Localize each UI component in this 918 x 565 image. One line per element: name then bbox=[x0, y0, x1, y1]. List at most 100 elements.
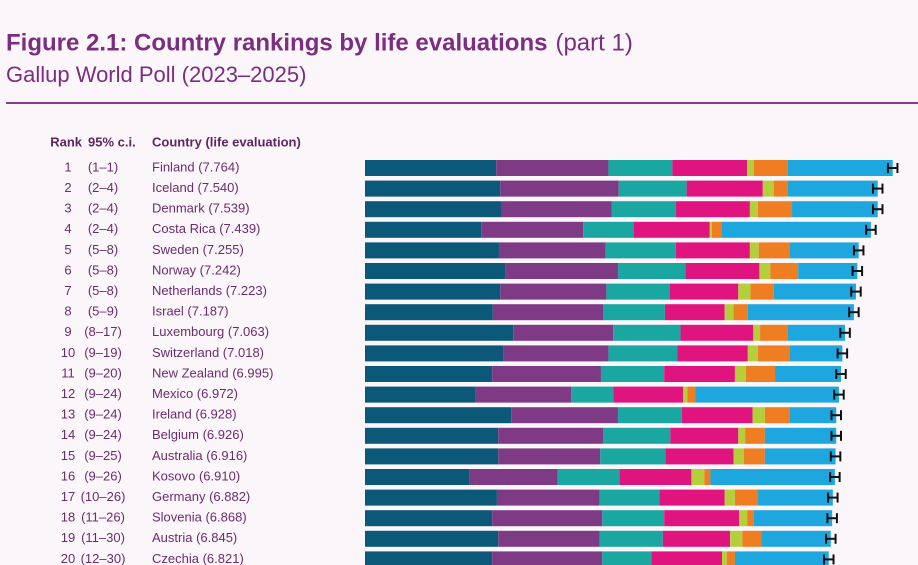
bar-segment bbox=[365, 242, 499, 259]
bar-segment bbox=[492, 304, 603, 321]
bar-segment bbox=[600, 366, 665, 382]
rank: 14 bbox=[61, 427, 75, 442]
country-label: Finland (7.764) bbox=[152, 159, 239, 174]
bar-segment bbox=[617, 263, 686, 279]
ci-range: (12–30) bbox=[81, 551, 126, 565]
country-label: Israel (7.187) bbox=[152, 304, 229, 319]
bar-segment bbox=[664, 304, 725, 321]
country-label: New Zealand (6.995) bbox=[152, 365, 273, 380]
bar-segment bbox=[605, 242, 676, 259]
error-bar bbox=[830, 410, 842, 421]
bar-segment bbox=[738, 427, 746, 444]
bar-segment bbox=[680, 324, 754, 341]
bar-segment bbox=[792, 201, 878, 218]
bar-segment bbox=[498, 427, 603, 444]
bar-segment bbox=[365, 324, 514, 341]
ci-range: (9–26) bbox=[84, 468, 122, 483]
bar-segment bbox=[686, 180, 763, 197]
bar-segment bbox=[764, 448, 836, 465]
error-bar bbox=[833, 389, 845, 400]
ci-range: (9–19) bbox=[84, 345, 122, 360]
rank: 20 bbox=[61, 551, 75, 565]
bar-segment bbox=[365, 221, 482, 238]
bar-segment bbox=[758, 345, 790, 362]
error-bar bbox=[848, 307, 860, 318]
bar-segment bbox=[733, 448, 744, 465]
bar-segment bbox=[500, 180, 619, 197]
country-label: Germany (6.882) bbox=[152, 489, 250, 504]
rank: 11 bbox=[61, 365, 75, 380]
error-bar bbox=[829, 451, 842, 462]
bar-segment bbox=[745, 427, 765, 444]
bar-segment bbox=[790, 242, 859, 259]
column-header: Rank bbox=[50, 134, 83, 149]
bar-segment bbox=[619, 469, 692, 485]
ci-range: (5–8) bbox=[88, 283, 118, 298]
bar-segment bbox=[617, 407, 682, 424]
country-label: Denmark (7.539) bbox=[152, 201, 250, 216]
rank: 2 bbox=[64, 180, 71, 195]
bar-segment bbox=[492, 366, 601, 382]
error-bar bbox=[836, 348, 849, 359]
error-bar bbox=[850, 286, 862, 297]
bar-segment bbox=[747, 510, 754, 527]
bar-segment bbox=[571, 386, 614, 403]
rank: 15 bbox=[61, 448, 75, 463]
country-label: Norway (7.242) bbox=[152, 262, 241, 277]
bar-segment bbox=[761, 530, 831, 547]
bar-segment bbox=[613, 324, 681, 341]
bar-segment bbox=[762, 180, 774, 197]
bar-segment bbox=[664, 366, 735, 382]
bar-segment bbox=[608, 345, 678, 362]
bar-segment bbox=[365, 263, 506, 279]
country-label: Netherlands (7.223) bbox=[152, 283, 267, 298]
bar-segment bbox=[606, 283, 670, 300]
bar-segment bbox=[681, 407, 753, 424]
bar-segment bbox=[365, 510, 493, 527]
bar-segment bbox=[496, 489, 600, 506]
country-label: Sweden (7.255) bbox=[152, 242, 244, 257]
bar-segment bbox=[687, 386, 696, 403]
country-label: Switzerland (7.018) bbox=[152, 345, 264, 360]
bar-segment bbox=[787, 160, 893, 176]
country-label: Mexico (6.972) bbox=[152, 386, 238, 401]
rank: 9 bbox=[64, 324, 71, 339]
bar-segment bbox=[704, 469, 711, 485]
bar-segment bbox=[739, 510, 748, 527]
country-label: Costa Rica (7.439) bbox=[152, 221, 260, 236]
bar-segment bbox=[496, 160, 609, 176]
bar-segment bbox=[685, 263, 760, 279]
country-label: Luxembourg (7.063) bbox=[152, 324, 269, 339]
bar-segment bbox=[492, 551, 603, 565]
bar-segment bbox=[775, 366, 841, 382]
ci-range: (9–24) bbox=[84, 407, 122, 422]
ci-range: (2–4) bbox=[88, 221, 118, 236]
country-label: Slovenia (6.868) bbox=[152, 510, 247, 525]
bar-segment bbox=[764, 407, 790, 424]
bar-segment bbox=[662, 530, 731, 547]
bar-segment bbox=[603, 427, 671, 444]
bar-segment bbox=[618, 180, 687, 197]
bar-segment bbox=[365, 201, 501, 218]
bar-segment bbox=[672, 160, 748, 176]
bar-segment bbox=[365, 386, 476, 403]
bar-segment bbox=[724, 489, 735, 506]
bar-segment bbox=[365, 489, 497, 506]
country-label: Austria (6.845) bbox=[152, 530, 237, 545]
ci-range: (5–9) bbox=[88, 304, 118, 319]
rank: 13 bbox=[61, 407, 75, 422]
bar-segment bbox=[790, 345, 843, 362]
bar-segment bbox=[505, 263, 618, 279]
ci-range: (9–25) bbox=[84, 448, 122, 463]
bar-segment bbox=[602, 510, 665, 527]
bar-segment bbox=[613, 386, 684, 403]
bar-segment bbox=[365, 530, 499, 547]
error-bar bbox=[827, 492, 839, 503]
bar-segment bbox=[500, 283, 607, 300]
bar-segment bbox=[365, 469, 470, 485]
country-label: Ireland (6.928) bbox=[152, 407, 237, 422]
rank: 10 bbox=[61, 345, 75, 360]
bar-segment bbox=[600, 448, 666, 465]
bar-segment bbox=[677, 345, 748, 362]
bar-segment bbox=[711, 221, 722, 238]
